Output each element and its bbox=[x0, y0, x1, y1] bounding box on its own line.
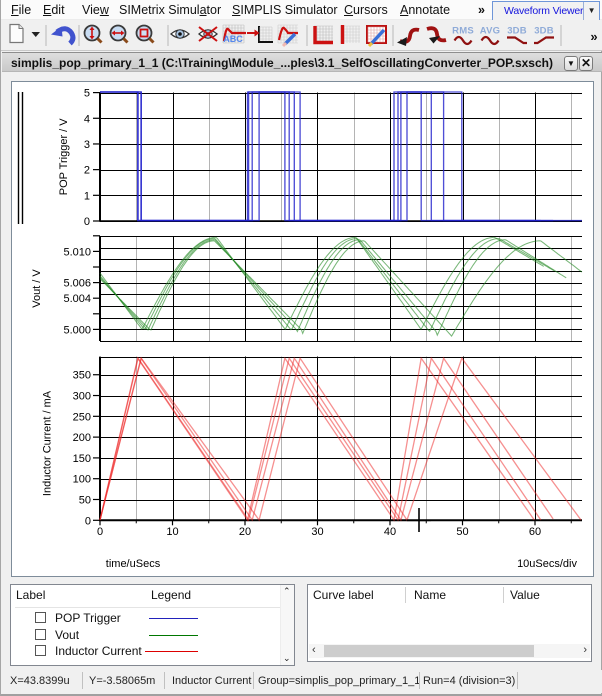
svg-text:30: 30 bbox=[311, 526, 323, 538]
svg-text:Inductor Current / mA: Inductor Current / mA bbox=[42, 390, 54, 496]
svg-text:200: 200 bbox=[73, 432, 91, 444]
svg-text:3: 3 bbox=[84, 139, 90, 151]
svg-text:5: 5 bbox=[84, 88, 90, 100]
svg-text:»: » bbox=[590, 29, 597, 44]
svg-text:3DB: 3DB bbox=[507, 26, 527, 37]
svg-text:50: 50 bbox=[456, 526, 468, 538]
svg-text:time/uSecs: time/uSecs bbox=[106, 558, 161, 570]
svg-text:RMS: RMS bbox=[452, 26, 474, 37]
svg-text:POP Trigger / V: POP Trigger / V bbox=[58, 118, 70, 195]
svg-text:4: 4 bbox=[84, 113, 90, 125]
svg-text:5.010: 5.010 bbox=[63, 246, 91, 258]
svg-text:10uSecs/div: 10uSecs/div bbox=[517, 558, 577, 570]
svg-text:250: 250 bbox=[73, 411, 91, 423]
svg-text:100: 100 bbox=[73, 474, 91, 486]
svg-text:2: 2 bbox=[84, 165, 90, 177]
svg-text:0: 0 bbox=[85, 515, 91, 527]
svg-text:60: 60 bbox=[529, 526, 541, 538]
svg-text:0: 0 bbox=[84, 216, 90, 228]
svg-text:50: 50 bbox=[79, 495, 91, 507]
svg-text:ABC: ABC bbox=[223, 34, 243, 44]
svg-text:0: 0 bbox=[97, 526, 103, 538]
svg-text:300: 300 bbox=[73, 391, 91, 403]
svg-text:5.000: 5.000 bbox=[63, 324, 91, 336]
svg-text:20: 20 bbox=[239, 526, 251, 538]
svg-text:150: 150 bbox=[73, 453, 91, 465]
svg-text:3DB: 3DB bbox=[534, 26, 554, 37]
svg-text:5.006: 5.006 bbox=[63, 278, 91, 290]
svg-text:Vout / V: Vout / V bbox=[31, 269, 43, 308]
svg-text:AVG: AVG bbox=[480, 26, 500, 37]
svg-text:10: 10 bbox=[166, 526, 178, 538]
svg-text:5.004: 5.004 bbox=[63, 293, 91, 305]
svg-text:350: 350 bbox=[73, 370, 91, 382]
svg-text:1: 1 bbox=[84, 190, 90, 202]
svg-text:40: 40 bbox=[384, 526, 396, 538]
